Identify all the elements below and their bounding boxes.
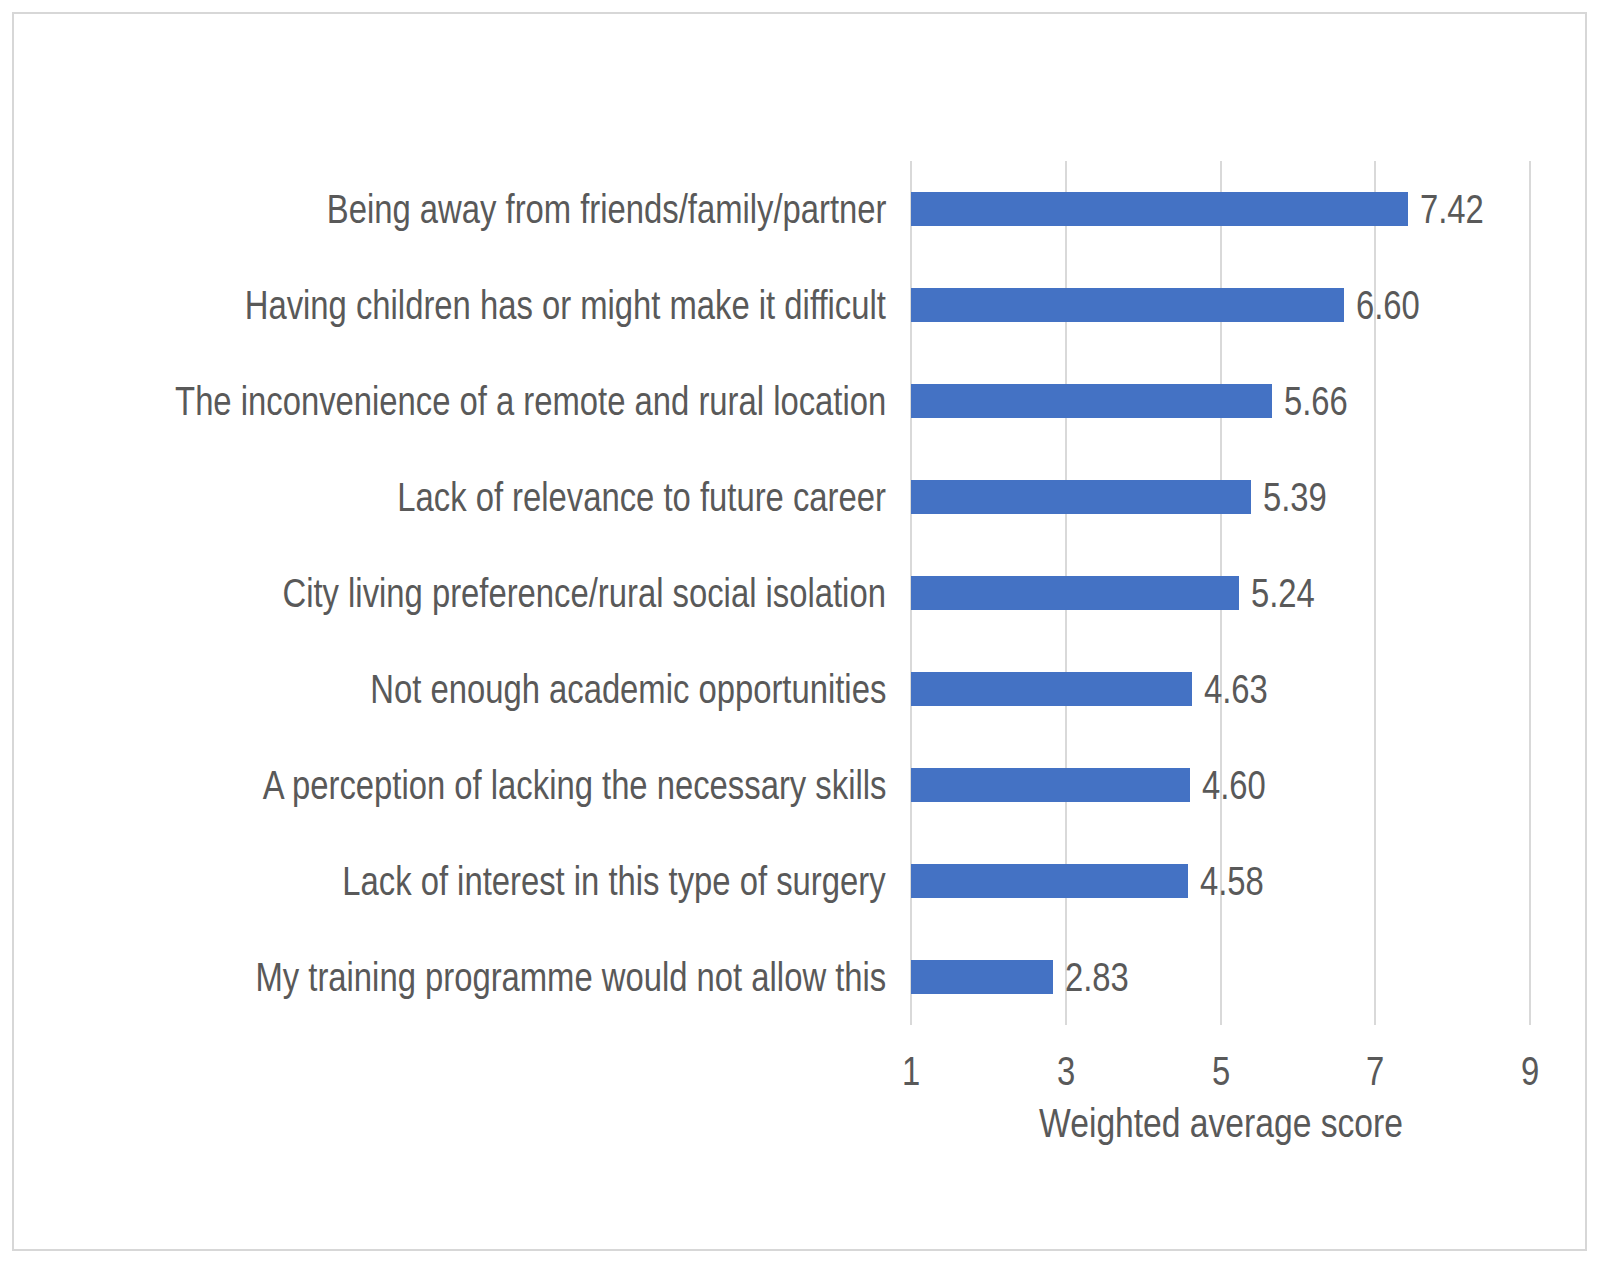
value-label: 5.39: [1263, 477, 1327, 517]
bar: [911, 576, 1239, 610]
x-tick-label: 5: [1211, 1051, 1229, 1091]
x-axis-title: Weighted average score: [1039, 1103, 1403, 1144]
category-label: Having children has or might make it dif…: [245, 285, 886, 325]
category-label: The inconvenience of a remote and rural …: [175, 381, 886, 421]
category-label: A perception of lacking the necessary sk…: [262, 765, 886, 805]
x-tick-label: 1: [902, 1051, 920, 1091]
x-tick-label: 3: [1057, 1051, 1075, 1091]
category-label: Not enough academic opportunities: [370, 669, 886, 709]
value-label: 7.42: [1420, 189, 1484, 229]
x-tick-label: 7: [1366, 1051, 1384, 1091]
bar: [911, 768, 1190, 802]
value-label: 4.58: [1200, 861, 1264, 901]
value-label: 5.24: [1251, 573, 1315, 613]
category-label: Lack of relevance to future career: [397, 477, 886, 517]
bar: [911, 960, 1053, 994]
category-label: Lack of interest in this type of surgery: [343, 861, 886, 901]
category-label: My training programme would not allow th…: [255, 957, 886, 997]
value-label: 6.60: [1356, 285, 1420, 325]
bar: [911, 864, 1188, 898]
value-label: 5.66: [1284, 381, 1348, 421]
category-label: Being away from friends/family/partner: [326, 189, 886, 229]
x-tick-label: 9: [1521, 1051, 1539, 1091]
bar: [911, 288, 1344, 322]
bar: [911, 192, 1408, 226]
category-label: City living preference/rural social isol…: [283, 573, 886, 613]
value-label: 4.60: [1202, 765, 1266, 805]
bar: [911, 384, 1272, 418]
bar: [911, 480, 1251, 514]
value-label: 4.63: [1204, 669, 1268, 709]
bar: [911, 672, 1192, 706]
bar-chart: Weighted average score 1 3 5 7 9 Being away f…: [0, 0, 1600, 1264]
value-label: 2.83: [1065, 957, 1129, 997]
gridline: [1529, 161, 1531, 1025]
